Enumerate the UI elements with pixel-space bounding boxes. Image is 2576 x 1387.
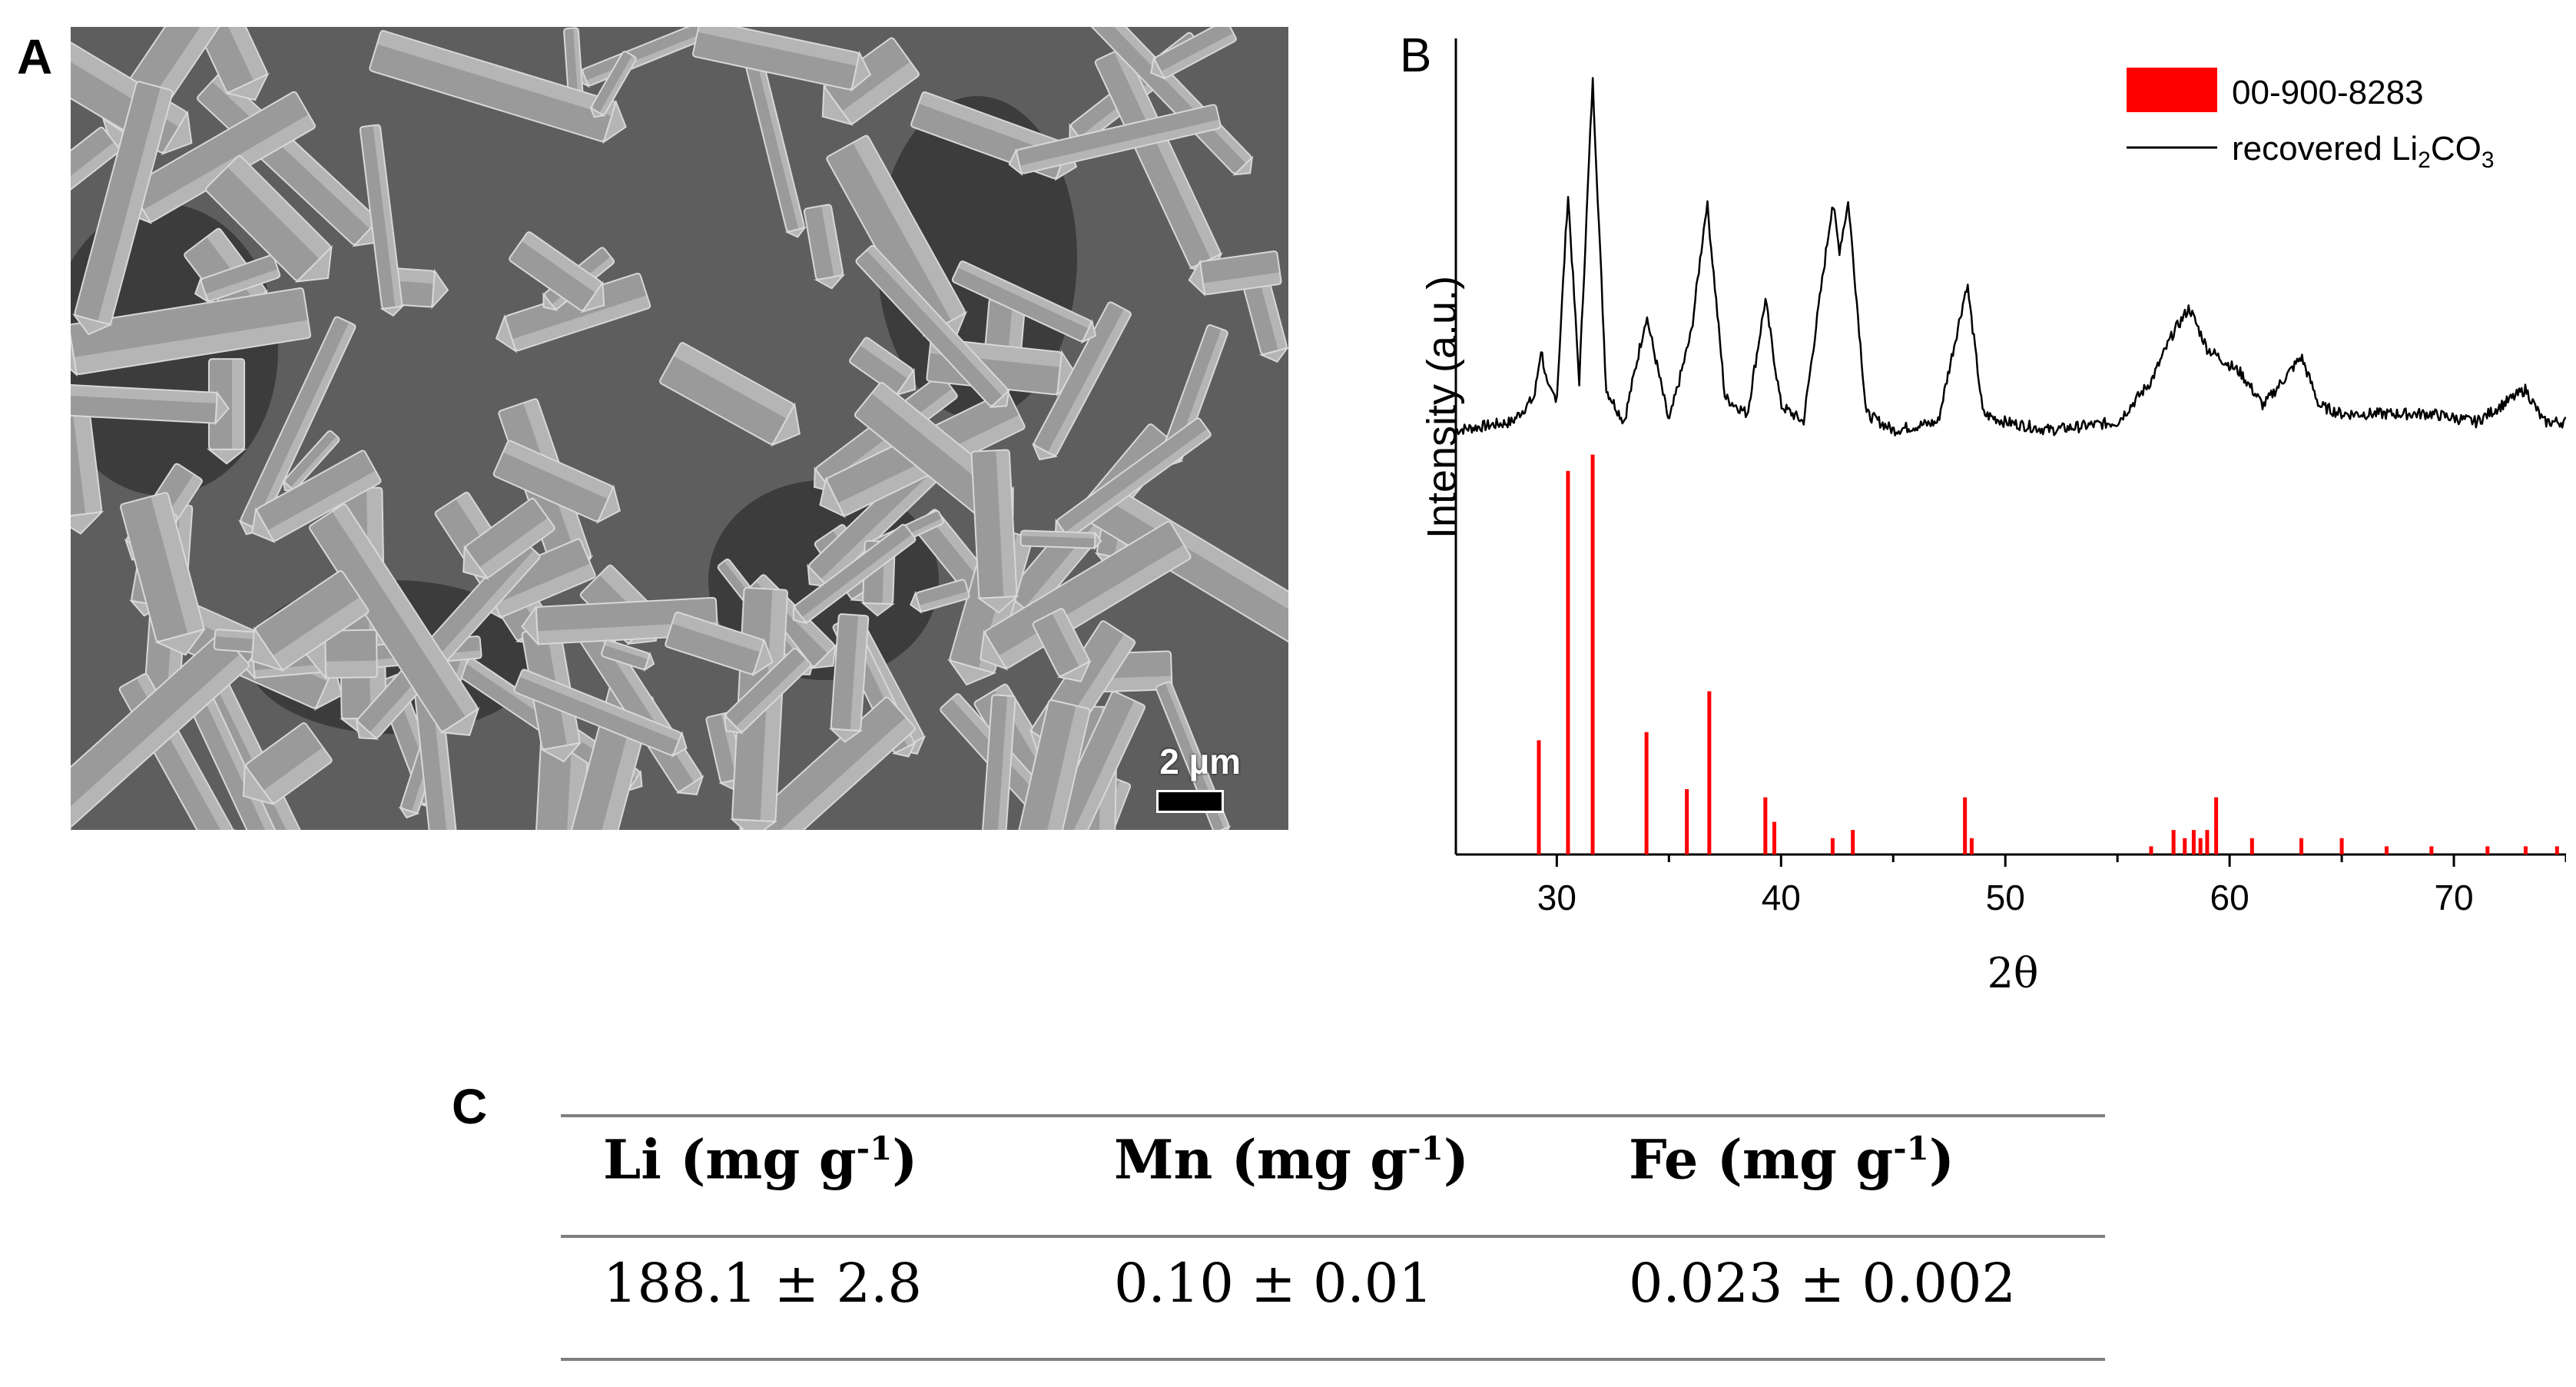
sem-crystal (1150, 27, 1238, 81)
sem-micrograph: 2 µm (71, 27, 1288, 830)
sem-crystals-illustration (71, 27, 1288, 830)
sem-crystal (120, 492, 207, 656)
sem-crystal (803, 204, 846, 290)
sem-crystal (1032, 607, 1092, 683)
sem-crystal (855, 244, 1010, 408)
x-axis-label: 2θ (1988, 949, 2039, 997)
y-axis-label: Intensity (a.u.) (1419, 276, 1465, 539)
table-header-rule (561, 1235, 2105, 1238)
xrd-chart: 30 40 50 60 70 2θ Intensity (a.u.) 00-900-82… (1398, 15, 2566, 1014)
sem-crystal (71, 287, 312, 377)
sem-crystal (462, 497, 556, 580)
sem-crystal (588, 51, 638, 118)
sem-crystal (369, 30, 627, 144)
sem-crystal (659, 341, 801, 447)
sem-crystal (739, 696, 917, 830)
panel-label-c: C (452, 1079, 488, 1134)
sem-crystal (978, 694, 1016, 830)
sem-crystal (205, 154, 333, 283)
sem-crystal (194, 254, 281, 304)
sem-crystal (951, 260, 1097, 344)
chart-marks (1455, 77, 2566, 854)
sem-crystal (71, 383, 230, 426)
sem-crystal (1019, 529, 1102, 551)
header-fe: Fe (mg g-1) (1629, 1127, 1955, 1192)
header-li: Li (mg g-1) (603, 1127, 918, 1192)
sem-crystal (792, 523, 917, 625)
scale-bar-label: 2 µm (1159, 742, 1241, 781)
value-li: 188.1 ± 2.8 (603, 1252, 922, 1315)
sem-crystal (828, 613, 870, 743)
sem-crystal (238, 316, 356, 536)
panel-label-a: A (17, 29, 53, 85)
x-tick-label: 70 (2434, 878, 2473, 917)
sem-crystal (250, 450, 382, 543)
sem-crystal (999, 699, 1091, 830)
sem-crystal (207, 358, 247, 465)
x-tick-label: 40 (1762, 878, 1801, 917)
sem-crystal (242, 722, 333, 806)
sem-crystal (601, 639, 655, 672)
panel-label-b: B (1400, 29, 1432, 82)
sem-crystal (665, 611, 774, 677)
sem-crystal (282, 430, 341, 492)
table-bottom-rule (561, 1358, 2105, 1361)
sem-crystal (910, 579, 970, 614)
sem-crystal (821, 37, 920, 126)
sem-crystal (71, 387, 104, 535)
legend-label-reference: 00-900-8283 (2232, 74, 2424, 111)
value-fe: 0.023 ± 0.002 (1629, 1252, 2016, 1315)
sem-crystal (723, 647, 812, 735)
sem-crystal (250, 570, 370, 672)
value-mn: 0.10 ± 0.01 (1114, 1252, 1433, 1315)
legend-label-sample: recovered Li2CO3 (2232, 130, 2495, 173)
table-top-rule (561, 1114, 2105, 1117)
sem-crystal (1008, 104, 1222, 177)
sem-crystal (509, 231, 605, 314)
x-tick-label: 60 (2210, 878, 2249, 917)
sem-crystal (188, 27, 270, 101)
x-tick-label: 30 (1537, 878, 1576, 917)
header-mn: Mn (mg g-1) (1114, 1127, 1469, 1192)
chart-legend: 00-900-8283 recovered Li2CO3 (2127, 68, 2495, 173)
legend-swatch-reference (2127, 68, 2217, 112)
sem-crystal (692, 27, 872, 92)
sem-crystal (1031, 301, 1132, 461)
sem-crystal (970, 449, 1019, 614)
chart-axes: 30 40 50 60 70 (1454, 38, 2566, 917)
sem-crystal (72, 81, 174, 336)
sem-crystal (513, 669, 688, 758)
x-tick-label: 50 (1986, 878, 2025, 917)
sem-crystal (849, 337, 917, 397)
sem-crystal (492, 440, 621, 524)
xrd-pattern-line (1455, 77, 2566, 436)
sem-crystal (308, 503, 480, 736)
scale-bar (1156, 790, 1224, 813)
sem-crystal (71, 126, 121, 204)
sem-crystal (359, 124, 405, 317)
sem-crystal (1188, 250, 1282, 297)
